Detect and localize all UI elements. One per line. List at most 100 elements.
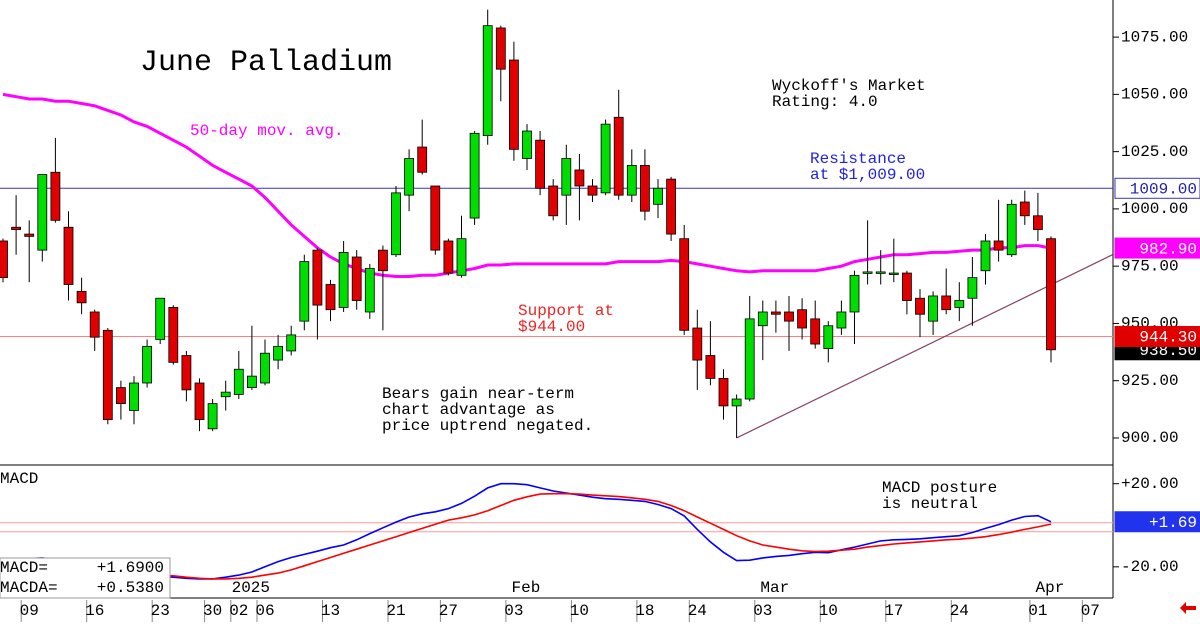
candle-body xyxy=(417,146,428,173)
candle-body xyxy=(76,290,87,304)
candle-body xyxy=(653,187,663,205)
y-tick-label: 1025.00 xyxy=(1121,143,1188,161)
candle-body xyxy=(155,297,166,340)
month-label: Mar xyxy=(760,579,789,597)
price-box-label: +1.69 xyxy=(1149,514,1197,532)
candle-body xyxy=(810,318,821,345)
candle-body xyxy=(377,249,388,272)
price-panel xyxy=(0,9,1113,439)
trendline xyxy=(736,254,1113,439)
candle-body xyxy=(875,271,886,274)
candle-body xyxy=(784,311,794,322)
x-tick-label: 03 xyxy=(753,602,772,620)
candle-body xyxy=(142,345,153,384)
candle-body xyxy=(600,123,611,194)
candle-body xyxy=(37,174,48,251)
candle-body xyxy=(823,325,834,350)
candle-body xyxy=(797,309,807,329)
candle-body xyxy=(626,164,637,196)
overlay-label: 50-day mov. avg. xyxy=(190,122,344,140)
price-box xyxy=(1114,237,1200,259)
candle-body xyxy=(718,378,729,407)
candle-body xyxy=(404,158,415,196)
price-box-label: 982.90 xyxy=(1139,240,1197,258)
price-box xyxy=(1114,177,1200,199)
candle-body xyxy=(443,240,454,274)
candle-body xyxy=(771,311,781,315)
panel-label: MACD xyxy=(0,470,38,488)
candle-body xyxy=(535,139,545,189)
candle-body xyxy=(666,178,676,235)
annotation: Resistance xyxy=(810,150,906,168)
candle-body xyxy=(286,334,297,352)
candle-body xyxy=(260,352,270,384)
readout-value: +0.5380 xyxy=(97,579,164,597)
candle-body xyxy=(1019,201,1030,217)
price-box-label: 1009.00 xyxy=(1130,181,1197,199)
x-tick-label: 24 xyxy=(688,602,707,620)
candle-body xyxy=(692,327,703,361)
candle-body xyxy=(456,238,467,276)
annotation: at $1,009.00 xyxy=(810,166,925,184)
candle-body xyxy=(469,132,480,219)
annotation: Support at xyxy=(518,302,614,320)
macd-line xyxy=(2,482,1052,580)
candle-body xyxy=(980,240,991,272)
price-box-label: 944.30 xyxy=(1139,329,1197,347)
candle-body xyxy=(116,387,126,405)
candle-body xyxy=(548,185,559,217)
annotation: price uptrend negated. xyxy=(382,417,593,435)
candle-body xyxy=(757,311,768,327)
candle-body xyxy=(325,284,336,311)
x-tick-label: 02 xyxy=(229,602,248,620)
candle-body xyxy=(744,318,755,400)
candle-body xyxy=(836,311,847,329)
candle-body xyxy=(967,277,978,299)
candle-body xyxy=(50,171,61,221)
candle-body xyxy=(705,355,716,379)
candle-body xyxy=(102,329,113,421)
candle-body xyxy=(351,256,362,301)
x-tick-label: 10 xyxy=(819,602,838,620)
candle-body xyxy=(207,403,218,430)
x-tick-label: 18 xyxy=(635,602,654,620)
candle-body xyxy=(613,116,624,196)
readout-value: +1.6900 xyxy=(97,559,164,577)
x-tick-label: 23 xyxy=(151,602,170,620)
price-box xyxy=(1114,511,1200,533)
x-tick-label: 24 xyxy=(950,602,969,620)
scroll-arrow[interactable] xyxy=(1180,602,1196,614)
candle-body xyxy=(299,261,310,322)
candle-body xyxy=(338,252,349,308)
y-tick-label: 975.00 xyxy=(1121,257,1179,275)
annotation: MACD posture xyxy=(882,479,997,497)
candle-body xyxy=(168,307,179,363)
x-tick-label: 16 xyxy=(85,602,104,620)
candle-body xyxy=(1006,203,1017,256)
candle-body xyxy=(679,238,690,331)
x-tick-label: 13 xyxy=(321,602,340,620)
candle-body xyxy=(246,375,257,388)
candle-body xyxy=(731,398,742,407)
candle-body xyxy=(181,355,192,391)
candle-body xyxy=(849,274,860,313)
candle-body xyxy=(482,25,493,137)
candle-body xyxy=(312,249,323,306)
month-label: Feb xyxy=(511,579,540,597)
annotation: Wyckoff's Market xyxy=(772,77,926,95)
x-tick-label: 10 xyxy=(570,602,589,620)
candle-body xyxy=(522,130,532,159)
candle-body xyxy=(233,368,244,395)
candle-body xyxy=(220,391,231,398)
x-tick-label: 27 xyxy=(439,602,458,620)
readout-label: MACD= xyxy=(0,559,48,577)
y-tick-label: -20.00 xyxy=(1121,558,1179,576)
x-tick-label: 07 xyxy=(1081,602,1100,620)
x-tick-label: 09 xyxy=(20,602,39,620)
y-tick-label: 1000.00 xyxy=(1121,200,1188,218)
candle-body xyxy=(954,300,965,308)
y-tick-label: 925.00 xyxy=(1121,372,1179,390)
x-tick-label: 03 xyxy=(504,602,523,620)
candle-body xyxy=(129,382,139,411)
